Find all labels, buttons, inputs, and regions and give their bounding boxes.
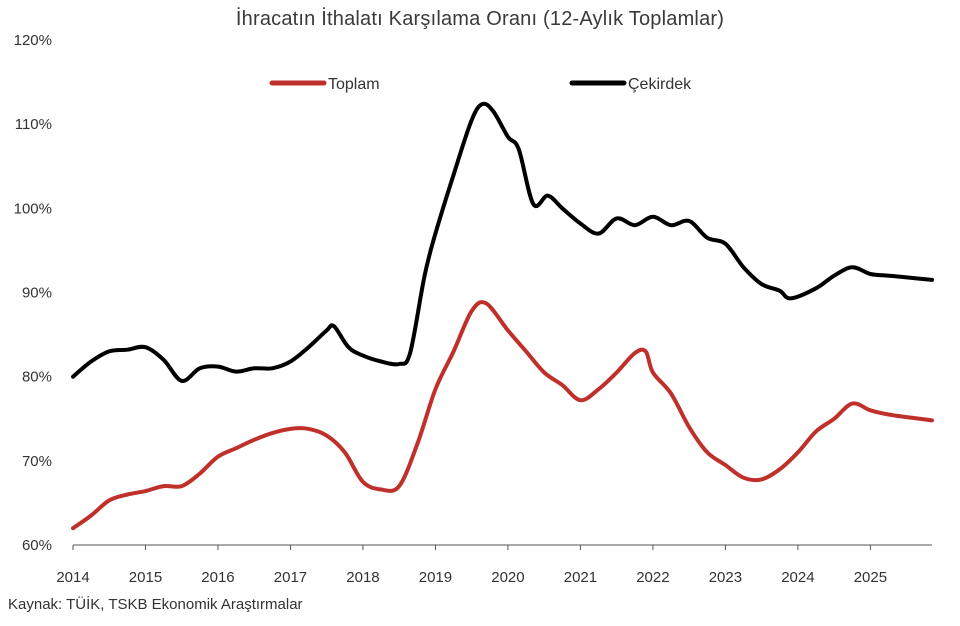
- x-tick-label: 2024: [781, 569, 814, 586]
- x-tick-label: 2020: [491, 569, 524, 586]
- x-tick-label: 2025: [854, 569, 887, 586]
- legend-label: Çekirdek: [628, 76, 692, 93]
- x-tick-label: 2016: [201, 569, 234, 586]
- x-tick-label: 2023: [709, 569, 742, 586]
- y-tick-label: 110%: [15, 116, 52, 133]
- y-tick-label: 90%: [22, 285, 52, 302]
- x-tick-label: 2022: [636, 569, 669, 586]
- y-tick-label: 60%: [22, 537, 52, 554]
- y-tick-label: 80%: [22, 369, 52, 386]
- x-tick-label: 2018: [346, 569, 379, 586]
- legend: Toplam Çekirdek: [269, 76, 692, 93]
- x-tick-label: 2017: [274, 569, 307, 586]
- x-tick-label: 2014: [56, 569, 89, 586]
- series-line-toplam: [71, 300, 934, 531]
- series-lines: [71, 101, 934, 531]
- source-note: Kaynak: TÜİK, TSKB Ekonomik Araştırmalar: [8, 596, 303, 613]
- x-tick-label: 2019: [419, 569, 452, 586]
- x-tick-labels: 2014 2015 2016 2017 2018 2019 2020 2021 2022 2023…: [56, 545, 887, 586]
- x-tick-label: 2015: [129, 569, 162, 586]
- chart-title: İhracatın İthalatı Karşılama Oranı (12-A…: [235, 8, 725, 30]
- y-tick-labels: 60% 70% 80% 90% 100% 110% 120%: [14, 32, 52, 554]
- y-tick-label: 70%: [22, 453, 52, 470]
- y-tick-label: 100%: [14, 200, 52, 217]
- series-line--ekirdek: [71, 101, 934, 383]
- x-tick-label: 2021: [564, 569, 597, 586]
- legend-label: Toplam: [328, 76, 380, 93]
- y-tick-label: 120%: [14, 32, 52, 49]
